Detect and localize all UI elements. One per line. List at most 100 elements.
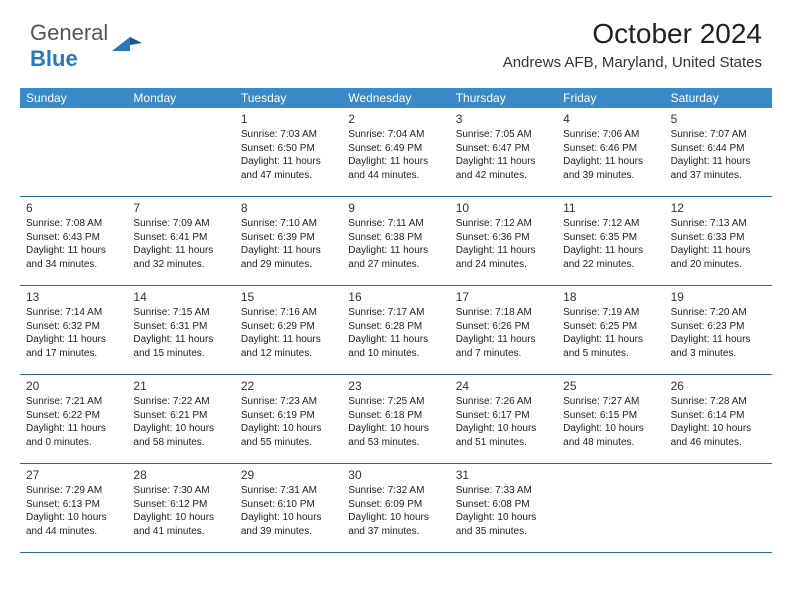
day-cell: 17Sunrise: 7:18 AMSunset: 6:26 PMDayligh… [450, 286, 557, 374]
day-number: 5 [671, 112, 766, 126]
day-cell: 23Sunrise: 7:25 AMSunset: 6:18 PMDayligh… [342, 375, 449, 463]
daylight-text: Daylight: 11 hours and 3 minutes. [671, 333, 766, 360]
sunrise-text: Sunrise: 7:33 AM [456, 484, 551, 498]
day-cell [127, 108, 234, 196]
day-cell: 2Sunrise: 7:04 AMSunset: 6:49 PMDaylight… [342, 108, 449, 196]
location-text: Andrews AFB, Maryland, United States [503, 54, 762, 71]
sunset-text: Sunset: 6:14 PM [671, 409, 766, 423]
sun-info: Sunrise: 7:04 AMSunset: 6:49 PMDaylight:… [348, 128, 443, 182]
sun-info: Sunrise: 7:27 AMSunset: 6:15 PMDaylight:… [563, 395, 658, 449]
day-cell: 7Sunrise: 7:09 AMSunset: 6:41 PMDaylight… [127, 197, 234, 285]
day-number: 26 [671, 379, 766, 393]
sunrise-text: Sunrise: 7:23 AM [241, 395, 336, 409]
day-number: 22 [241, 379, 336, 393]
sunrise-text: Sunrise: 7:03 AM [241, 128, 336, 142]
sun-info: Sunrise: 7:31 AMSunset: 6:10 PMDaylight:… [241, 484, 336, 538]
daylight-text: Daylight: 11 hours and 17 minutes. [26, 333, 121, 360]
daylight-text: Daylight: 10 hours and 35 minutes. [456, 511, 551, 538]
week-row: 1Sunrise: 7:03 AMSunset: 6:50 PMDaylight… [20, 108, 772, 197]
day-header-cell: Friday [557, 88, 664, 108]
daylight-text: Daylight: 11 hours and 10 minutes. [348, 333, 443, 360]
day-cell: 28 Sunrise: 7:30 AMSunset: 6:12 PMDayligh… [127, 464, 234, 552]
daylight-text: Daylight: 11 hours and 29 minutes. [241, 244, 336, 271]
sun-info: Sunrise: 7:22 AMSunset: 6:21 PMDaylight:… [133, 395, 228, 449]
daylight-text: Daylight: 10 hours and 51 minutes. [456, 422, 551, 449]
day-number: 25 [563, 379, 658, 393]
day-number: 14 [133, 290, 228, 304]
day-number: 13 [26, 290, 121, 304]
daylight-text: Daylight: 10 hours and 48 minutes. [563, 422, 658, 449]
day-cell: 31Sunrise: 7:33 AMSunset: 6:08 PMDayligh… [450, 464, 557, 552]
sun-info: Sunrise: 7:16 AMSunset: 6:29 PMDaylight:… [241, 306, 336, 360]
sun-info: Sunrise: 7:11 AMSunset: 6:38 PMDaylight:… [348, 217, 443, 271]
sunset-text: Sunset: 6:25 PM [563, 320, 658, 334]
day-header-cell: Thursday [450, 88, 557, 108]
sunset-text: Sunset: 6:35 PM [563, 231, 658, 245]
day-header-cell: Wednesday [342, 88, 449, 108]
day-number: 10 [456, 201, 551, 215]
sunrise-text: Sunrise: 7:19 AM [563, 306, 658, 320]
sun-info: Sunrise: 7:21 AMSunset: 6:22 PMDaylight:… [26, 395, 121, 449]
daylight-text: Daylight: 11 hours and 34 minutes. [26, 244, 121, 271]
sunset-text: Sunset: 6:26 PM [456, 320, 551, 334]
day-cell: 6Sunrise: 7:08 AMSunset: 6:43 PMDaylight… [20, 197, 127, 285]
sunrise-text: Sunrise: 7:17 AM [348, 306, 443, 320]
sun-info: Sunrise: 7:06 AMSunset: 6:46 PMDaylight:… [563, 128, 658, 182]
sun-info: Sunrise: 7:23 AMSunset: 6:19 PMDaylight:… [241, 395, 336, 449]
day-number: 8 [241, 201, 336, 215]
day-header-row: SundayMondayTuesdayWednesdayThursdayFrid… [20, 88, 772, 108]
day-cell: 27Sunrise: 7:29 AMSunset: 6:13 PMDayligh… [20, 464, 127, 552]
sun-info: Sunrise: 7:26 AMSunset: 6:17 PMDaylight:… [456, 395, 551, 449]
sunrise-text: Sunrise: 7:31 AM [241, 484, 336, 498]
logo-text-blue: Blue [30, 46, 78, 71]
day-header-cell: Monday [127, 88, 234, 108]
sunset-text: Sunset: 6:47 PM [456, 142, 551, 156]
week-row: 27Sunrise: 7:29 AMSunset: 6:13 PMDayligh… [20, 464, 772, 553]
sunrise-text: Sunrise: 7:10 AM [241, 217, 336, 231]
sun-info: Sunrise: 7:09 AMSunset: 6:41 PMDaylight:… [133, 217, 228, 271]
sunrise-text: Sunrise: 7:26 AM [456, 395, 551, 409]
day-cell: 1Sunrise: 7:03 AMSunset: 6:50 PMDaylight… [235, 108, 342, 196]
sun-info: Sunrise: 7:14 AMSunset: 6:32 PMDaylight:… [26, 306, 121, 360]
sun-info: Sunrise: 7:07 AMSunset: 6:44 PMDaylight:… [671, 128, 766, 182]
day-number: 30 [348, 468, 443, 482]
sun-info: Sunrise: 7:05 AMSunset: 6:47 PMDaylight:… [456, 128, 551, 182]
sunset-text: Sunset: 6:10 PM [241, 498, 336, 512]
day-number: 19 [671, 290, 766, 304]
sun-info: Sunrise: 7:18 AMSunset: 6:26 PMDaylight:… [456, 306, 551, 360]
sunrise-text: Sunrise: 7:07 AM [671, 128, 766, 142]
day-cell: 29 Sunrise: 7:31 AMSunset: 6:10 PMDayligh… [235, 464, 342, 552]
sunset-text: Sunset: 6:28 PM [348, 320, 443, 334]
sunrise-text: Sunrise: 7:22 AM [133, 395, 228, 409]
day-number: 11 [563, 201, 658, 215]
day-cell: 5 Sunrise: 7:07 AMSunset: 6:44 PMDaylight… [665, 108, 772, 196]
sunset-text: Sunset: 6:44 PM [671, 142, 766, 156]
sun-info: Sunrise: 7:12 AMSunset: 6:36 PMDaylight:… [456, 217, 551, 271]
logo-flag-icon [110, 33, 144, 60]
sun-info: Sunrise: 7:12 AMSunset: 6:35 PMDaylight:… [563, 217, 658, 271]
day-number: 18 [563, 290, 658, 304]
sun-info: Sunrise: 7:03 AMSunset: 6:50 PMDaylight:… [241, 128, 336, 182]
daylight-text: Daylight: 11 hours and 24 minutes. [456, 244, 551, 271]
sunrise-text: Sunrise: 7:14 AM [26, 306, 121, 320]
sunset-text: Sunset: 6:36 PM [456, 231, 551, 245]
daylight-text: Daylight: 10 hours and 37 minutes. [348, 511, 443, 538]
sunset-text: Sunset: 6:17 PM [456, 409, 551, 423]
sunrise-text: Sunrise: 7:27 AM [563, 395, 658, 409]
day-number: 16 [348, 290, 443, 304]
day-cell: 26 Sunrise: 7:28 AMSunset: 6:14 PMDayligh… [665, 375, 772, 463]
sun-info: Sunrise: 7:28 AMSunset: 6:14 PMDaylight:… [671, 395, 766, 449]
daylight-text: Daylight: 10 hours and 41 minutes. [133, 511, 228, 538]
logo-text: General Blue [30, 20, 108, 72]
day-cell: 30Sunrise: 7:32 AMSunset: 6:09 PMDayligh… [342, 464, 449, 552]
daylight-text: Daylight: 11 hours and 20 minutes. [671, 244, 766, 271]
day-number: 29 [241, 468, 336, 482]
sun-info: Sunrise: 7:30 AMSunset: 6:12 PMDaylight:… [133, 484, 228, 538]
logo-text-general: General [30, 20, 108, 45]
sunset-text: Sunset: 6:18 PM [348, 409, 443, 423]
day-number: 28 [133, 468, 228, 482]
day-number: 12 [671, 201, 766, 215]
sun-info: Sunrise: 7:17 AMSunset: 6:28 PMDaylight:… [348, 306, 443, 360]
week-row: 13 Sunrise: 7:14 AMSunset: 6:32 PMDayligh… [20, 286, 772, 375]
day-cell: 25 Sunrise: 7:27 AMSunset: 6:15 PMDayligh… [557, 375, 664, 463]
